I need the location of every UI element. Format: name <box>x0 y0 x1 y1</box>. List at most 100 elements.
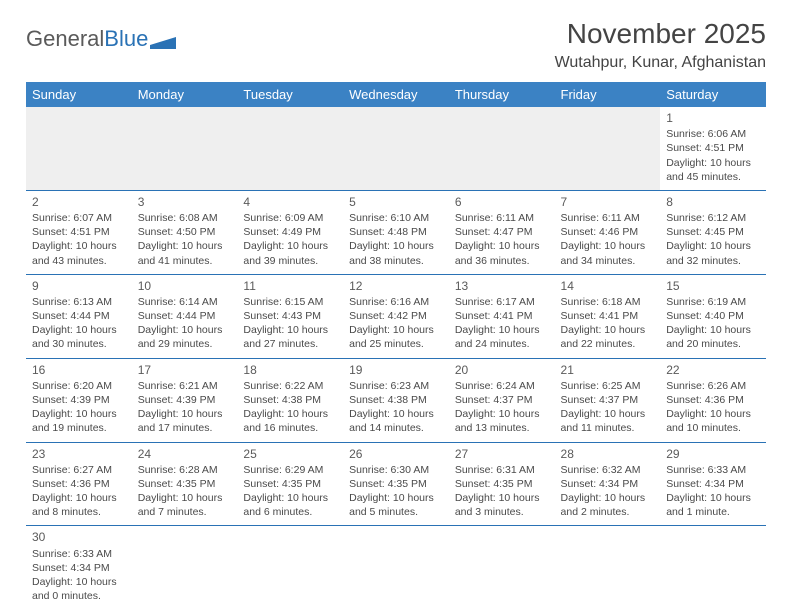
day-number: 22 <box>666 362 760 378</box>
sunrise-text: Sunrise: 6:16 AM <box>349 295 443 309</box>
daylight-text: Daylight: 10 hours and 34 minutes. <box>561 239 655 267</box>
calendar-cell: 18Sunrise: 6:22 AMSunset: 4:38 PMDayligh… <box>237 358 343 442</box>
sunset-text: Sunset: 4:35 PM <box>455 477 549 491</box>
calendar-row: 1Sunrise: 6:06 AMSunset: 4:51 PMDaylight… <box>26 107 766 190</box>
sunrise-text: Sunrise: 6:08 AM <box>138 211 232 225</box>
sunrise-text: Sunrise: 6:24 AM <box>455 379 549 393</box>
calendar-cell <box>343 526 449 609</box>
sunrise-text: Sunrise: 6:11 AM <box>561 211 655 225</box>
sunset-text: Sunset: 4:34 PM <box>32 561 126 575</box>
day-header: Monday <box>132 82 238 107</box>
day-number: 24 <box>138 446 232 462</box>
calendar-cell: 14Sunrise: 6:18 AMSunset: 4:41 PMDayligh… <box>555 274 661 358</box>
calendar-cell <box>237 107 343 190</box>
calendar-cell: 10Sunrise: 6:14 AMSunset: 4:44 PMDayligh… <box>132 274 238 358</box>
sunrise-text: Sunrise: 6:29 AM <box>243 463 337 477</box>
sunset-text: Sunset: 4:46 PM <box>561 225 655 239</box>
day-number: 13 <box>455 278 549 294</box>
sunset-text: Sunset: 4:45 PM <box>666 225 760 239</box>
daylight-text: Daylight: 10 hours and 2 minutes. <box>561 491 655 519</box>
sunset-text: Sunset: 4:40 PM <box>666 309 760 323</box>
sunrise-text: Sunrise: 6:26 AM <box>666 379 760 393</box>
calendar-cell: 29Sunrise: 6:33 AMSunset: 4:34 PMDayligh… <box>660 442 766 526</box>
day-number: 2 <box>32 194 126 210</box>
day-number: 28 <box>561 446 655 462</box>
calendar-cell: 21Sunrise: 6:25 AMSunset: 4:37 PMDayligh… <box>555 358 661 442</box>
sunset-text: Sunset: 4:50 PM <box>138 225 232 239</box>
sunset-text: Sunset: 4:39 PM <box>32 393 126 407</box>
day-number: 30 <box>32 529 126 545</box>
day-number: 12 <box>349 278 443 294</box>
sunrise-text: Sunrise: 6:10 AM <box>349 211 443 225</box>
sunrise-text: Sunrise: 6:21 AM <box>138 379 232 393</box>
calendar-cell: 23Sunrise: 6:27 AMSunset: 4:36 PMDayligh… <box>26 442 132 526</box>
day-number: 14 <box>561 278 655 294</box>
calendar-cell: 4Sunrise: 6:09 AMSunset: 4:49 PMDaylight… <box>237 190 343 274</box>
calendar-cell <box>132 526 238 609</box>
sunset-text: Sunset: 4:34 PM <box>561 477 655 491</box>
calendar-cell: 1Sunrise: 6:06 AMSunset: 4:51 PMDaylight… <box>660 107 766 190</box>
calendar-cell <box>449 526 555 609</box>
calendar-cell: 28Sunrise: 6:32 AMSunset: 4:34 PMDayligh… <box>555 442 661 526</box>
sunset-text: Sunset: 4:47 PM <box>455 225 549 239</box>
daylight-text: Daylight: 10 hours and 17 minutes. <box>138 407 232 435</box>
day-number: 19 <box>349 362 443 378</box>
day-number: 8 <box>666 194 760 210</box>
sunrise-text: Sunrise: 6:33 AM <box>32 547 126 561</box>
sunset-text: Sunset: 4:39 PM <box>138 393 232 407</box>
calendar-cell <box>555 107 661 190</box>
sunrise-text: Sunrise: 6:23 AM <box>349 379 443 393</box>
day-header: Wednesday <box>343 82 449 107</box>
calendar-row: 2Sunrise: 6:07 AMSunset: 4:51 PMDaylight… <box>26 190 766 274</box>
sunset-text: Sunset: 4:38 PM <box>243 393 337 407</box>
sunset-text: Sunset: 4:37 PM <box>561 393 655 407</box>
sunset-text: Sunset: 4:43 PM <box>243 309 337 323</box>
sunrise-text: Sunrise: 6:06 AM <box>666 127 760 141</box>
daylight-text: Daylight: 10 hours and 13 minutes. <box>455 407 549 435</box>
logo: GeneralBlue <box>26 26 176 52</box>
calendar-cell: 9Sunrise: 6:13 AMSunset: 4:44 PMDaylight… <box>26 274 132 358</box>
sunset-text: Sunset: 4:41 PM <box>455 309 549 323</box>
sunset-text: Sunset: 4:51 PM <box>666 141 760 155</box>
day-number: 1 <box>666 110 760 126</box>
logo-text-a: General <box>26 26 104 52</box>
daylight-text: Daylight: 10 hours and 10 minutes. <box>666 407 760 435</box>
sunrise-text: Sunrise: 6:11 AM <box>455 211 549 225</box>
daylight-text: Daylight: 10 hours and 19 minutes. <box>32 407 126 435</box>
day-header: Friday <box>555 82 661 107</box>
calendar-row: 16Sunrise: 6:20 AMSunset: 4:39 PMDayligh… <box>26 358 766 442</box>
sunset-text: Sunset: 4:51 PM <box>32 225 126 239</box>
daylight-text: Daylight: 10 hours and 24 minutes. <box>455 323 549 351</box>
calendar-cell <box>660 526 766 609</box>
logo-text-b: Blue <box>104 26 148 52</box>
calendar-cell <box>132 107 238 190</box>
day-number: 21 <box>561 362 655 378</box>
month-title: November 2025 <box>555 18 766 50</box>
calendar-cell <box>237 526 343 609</box>
daylight-text: Daylight: 10 hours and 14 minutes. <box>349 407 443 435</box>
sunset-text: Sunset: 4:38 PM <box>349 393 443 407</box>
sunset-text: Sunset: 4:37 PM <box>455 393 549 407</box>
sunset-text: Sunset: 4:36 PM <box>666 393 760 407</box>
sunset-text: Sunset: 4:34 PM <box>666 477 760 491</box>
daylight-text: Daylight: 10 hours and 39 minutes. <box>243 239 337 267</box>
sunset-text: Sunset: 4:35 PM <box>349 477 443 491</box>
sunrise-text: Sunrise: 6:15 AM <box>243 295 337 309</box>
calendar-cell: 5Sunrise: 6:10 AMSunset: 4:48 PMDaylight… <box>343 190 449 274</box>
daylight-text: Daylight: 10 hours and 16 minutes. <box>243 407 337 435</box>
sunset-text: Sunset: 4:44 PM <box>138 309 232 323</box>
daylight-text: Daylight: 10 hours and 45 minutes. <box>666 156 760 184</box>
sunrise-text: Sunrise: 6:31 AM <box>455 463 549 477</box>
daylight-text: Daylight: 10 hours and 22 minutes. <box>561 323 655 351</box>
sunrise-text: Sunrise: 6:30 AM <box>349 463 443 477</box>
day-number: 15 <box>666 278 760 294</box>
calendar-cell: 2Sunrise: 6:07 AMSunset: 4:51 PMDaylight… <box>26 190 132 274</box>
sunset-text: Sunset: 4:35 PM <box>243 477 337 491</box>
daylight-text: Daylight: 10 hours and 30 minutes. <box>32 323 126 351</box>
day-number: 5 <box>349 194 443 210</box>
sunrise-text: Sunrise: 6:18 AM <box>561 295 655 309</box>
sunrise-text: Sunrise: 6:25 AM <box>561 379 655 393</box>
day-number: 4 <box>243 194 337 210</box>
day-number: 29 <box>666 446 760 462</box>
sunset-text: Sunset: 4:48 PM <box>349 225 443 239</box>
